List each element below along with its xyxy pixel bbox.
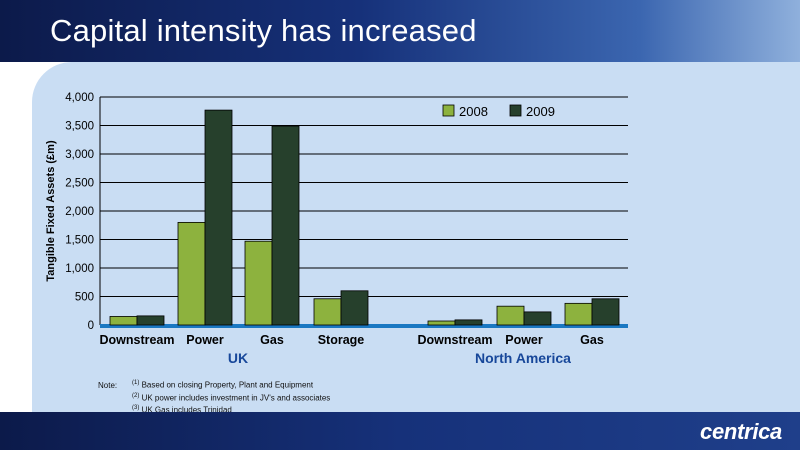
- x-tick-label: Gas: [260, 333, 284, 347]
- bar-2009-gas: [591, 298, 620, 326]
- bar-chart: 05001,0001,5002,0002,5003,0003,5004,000 …: [45, 92, 628, 366]
- note-text: UK Gas includes Trinidad: [141, 405, 232, 415]
- bar-2008-downstream: [427, 320, 456, 326]
- bar-2009-gas: [271, 125, 300, 326]
- bar-2008-storage: [313, 298, 342, 326]
- bar-2008-gas: [564, 302, 593, 326]
- notes-label: Note:: [98, 380, 118, 390]
- x-tick-label: Power: [505, 333, 543, 347]
- y-tick-label: 2,500: [65, 178, 94, 190]
- slide-title: Capital intensity has increased: [50, 13, 477, 48]
- legend-label: 2008: [459, 104, 488, 119]
- x-tick-label: Storage: [318, 333, 365, 347]
- bar-2009-downstream: [136, 315, 165, 326]
- bar-2008-gas: [244, 240, 273, 326]
- note-text: UK power includes investment in JV's and…: [141, 393, 331, 403]
- bar-2009-storage: [340, 290, 369, 326]
- centrica-logo: centrica: [700, 419, 782, 444]
- y-tick-label: 500: [75, 292, 94, 304]
- y-tick-labels: 0 500 1,000 1,500 2,000 2,500 3,000 3,500 4,000: [65, 92, 94, 332]
- y-tick-label: 0: [88, 320, 94, 332]
- note-mark: (1): [132, 380, 140, 386]
- x-axis-baseline: [100, 324, 628, 328]
- x-tick-labels: Downstream Power Gas Storage Downstream Power…: [99, 333, 603, 347]
- x-tick-label: Power: [186, 333, 224, 347]
- group-labels: UK North America: [228, 350, 571, 366]
- bar-2008-power: [496, 305, 525, 326]
- note-mark: (3): [132, 405, 140, 412]
- note-text: Based on closing Property, Plant and Equ…: [141, 380, 314, 390]
- x-tick-label: Downstream: [99, 333, 174, 347]
- content-panel: [32, 62, 800, 412]
- bars: [109, 109, 620, 326]
- footer-bar: centrica: [0, 412, 800, 450]
- y-tick-label: 1,000: [65, 263, 94, 275]
- bar-2009-power: [523, 311, 552, 326]
- header-bar: Capital intensity has increased: [0, 0, 800, 62]
- y-tick-label: 3,000: [65, 149, 94, 161]
- y-tick-label: 4,000: [65, 92, 94, 104]
- x-tick-label: Gas: [580, 333, 604, 347]
- legend-swatch-2008: [442, 104, 455, 117]
- legend: 2008 2009: [442, 104, 555, 119]
- bar-2008-power: [177, 221, 206, 326]
- x-tick-label: Downstream: [417, 333, 492, 347]
- note-mark: (2): [132, 392, 140, 399]
- group-label: UK: [228, 350, 248, 366]
- legend-swatch-2009: [509, 104, 522, 117]
- y-tick-label: 1,500: [65, 235, 94, 247]
- y-tick-label: 2,000: [65, 206, 94, 218]
- footnotes: Note: (1) Based on closing Property, Plan…: [98, 378, 330, 416]
- legend-label: 2009: [526, 104, 555, 119]
- y-axis-label: Tangible Fixed Assets (£m): [45, 140, 57, 282]
- group-label: North America: [475, 350, 571, 366]
- bar-2008-downstream: [109, 316, 138, 326]
- bar-2009-power: [204, 109, 233, 326]
- y-tick-label: 3,500: [65, 121, 94, 133]
- bar-2009-downstream: [454, 319, 483, 326]
